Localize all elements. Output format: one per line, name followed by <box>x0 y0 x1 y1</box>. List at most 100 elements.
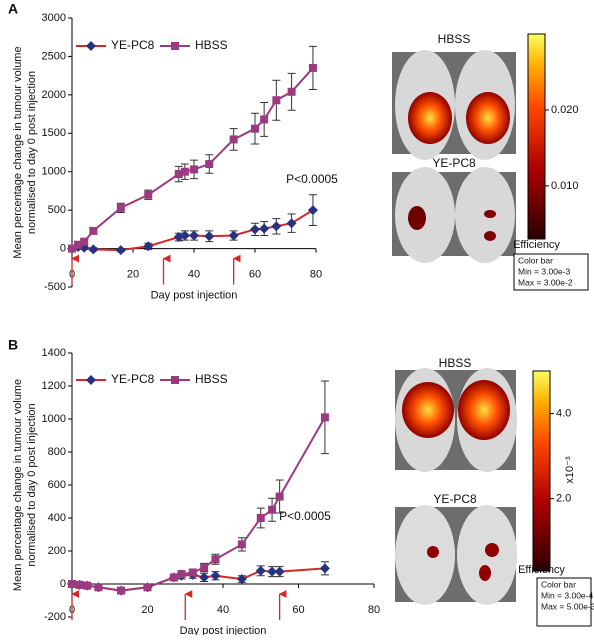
colorbar-tick-label: 2.0 <box>556 493 571 505</box>
marker <box>228 230 239 241</box>
marker <box>179 230 190 241</box>
info-box <box>536 577 592 627</box>
marker <box>287 87 296 96</box>
marker <box>117 586 126 595</box>
info-text: Min = 3.00e-4 <box>541 590 593 600</box>
panel-label: A <box>8 1 18 17</box>
legend-marker <box>171 42 179 50</box>
marker <box>94 583 103 592</box>
legend-marker <box>86 41 96 51</box>
marker <box>205 160 214 169</box>
x-axis-title: Day post injection <box>180 625 267 635</box>
y-tick-label: 3000 <box>42 12 66 24</box>
marker <box>275 492 284 501</box>
marker <box>188 568 197 577</box>
marker <box>144 190 153 199</box>
x-tick-label: 20 <box>141 604 153 616</box>
x-axis-title: Day post injection <box>151 289 238 301</box>
y-tick-label: 200 <box>48 545 66 557</box>
marker <box>199 572 210 583</box>
colorbar-title: Efficiency <box>518 564 565 576</box>
x-tick-label: 40 <box>217 604 229 616</box>
marker <box>177 570 186 579</box>
y-axis-title: normalised to day 0 post injection <box>26 71 38 234</box>
marker <box>174 170 183 179</box>
marker <box>268 505 277 514</box>
colorbar-exponent: x10⁻³ <box>564 456 576 484</box>
colorbar-tick-label: 0.010 <box>551 180 579 192</box>
marker <box>260 115 269 124</box>
y-tick-label: 1400 <box>42 347 66 359</box>
marker <box>180 167 189 176</box>
marker <box>255 565 266 576</box>
y-tick-label: 1200 <box>42 380 66 392</box>
y-tick-label: 2000 <box>42 89 66 101</box>
marker <box>83 581 92 590</box>
marker <box>80 237 89 246</box>
marker <box>271 221 282 232</box>
y-tick-label: 500 <box>48 204 66 216</box>
y-tick-label: 400 <box>48 512 66 524</box>
colorbar-tick-label: 4.0 <box>556 407 571 419</box>
marker <box>320 413 329 422</box>
y-tick-label: 1000 <box>42 166 66 178</box>
marker <box>319 563 330 574</box>
colorbar-title: Efficiency <box>513 239 560 251</box>
marker <box>211 555 220 564</box>
info-text: Max = 5.00e-3 <box>541 601 594 611</box>
mouse-image <box>395 368 517 605</box>
image-label: YE-PC8 <box>432 156 476 170</box>
marker <box>169 573 178 582</box>
marker <box>190 165 198 174</box>
mouse-image <box>392 50 516 263</box>
x-tick-label: 80 <box>368 604 380 616</box>
colorbar-tick-label: 0.020 <box>551 104 579 116</box>
y-tick-label: 1000 <box>42 413 66 425</box>
y-axis-title: normalised to day 0 post injection <box>26 403 38 566</box>
marker <box>116 203 125 212</box>
marker <box>259 223 270 234</box>
y-tick-label: 0 <box>60 578 66 590</box>
legend-marker <box>171 376 179 384</box>
marker <box>229 135 238 144</box>
info-box <box>513 253 589 291</box>
marker <box>115 245 126 256</box>
marker <box>68 580 76 588</box>
y-tick-label: 800 <box>48 446 66 458</box>
x-tick-label: 60 <box>249 268 261 280</box>
y-axis-title: Mean percentage change in tumour volume <box>12 379 24 591</box>
info-text: Min = 3.00e-3 <box>518 266 570 276</box>
marker <box>189 230 199 241</box>
marker <box>267 566 278 577</box>
legend-label: HBSS <box>195 38 228 52</box>
info-text: Color bar <box>541 579 576 589</box>
image-label: HBSS <box>438 32 471 46</box>
info-text: Max = 3.00e-2 <box>518 277 573 287</box>
marker <box>75 580 84 589</box>
marker <box>74 240 83 249</box>
marker <box>308 63 317 72</box>
y-tick-label: 0 <box>60 242 66 254</box>
legend-label: YE-PC8 <box>111 372 155 386</box>
x-tick-label: 80 <box>310 268 322 280</box>
info-text: Color bar <box>518 255 553 265</box>
series-line <box>71 67 314 250</box>
marker <box>143 241 154 252</box>
marker <box>237 540 246 549</box>
marker <box>250 224 260 235</box>
legend-label: YE-PC8 <box>111 38 155 52</box>
marker <box>251 124 259 133</box>
image-label: HBSS <box>439 356 472 370</box>
x-tick-label: 60 <box>292 604 304 616</box>
legend-marker <box>86 375 96 385</box>
series-line <box>71 567 325 592</box>
x-tick-label: 40 <box>188 268 200 280</box>
annotation: P<0.0005 <box>279 509 331 523</box>
x-tick-label: 20 <box>127 268 139 280</box>
y-tick-label: 1500 <box>42 127 66 139</box>
marker <box>210 570 221 581</box>
marker <box>68 244 76 253</box>
marker <box>88 244 99 255</box>
y-tick-label: -200 <box>44 611 66 623</box>
